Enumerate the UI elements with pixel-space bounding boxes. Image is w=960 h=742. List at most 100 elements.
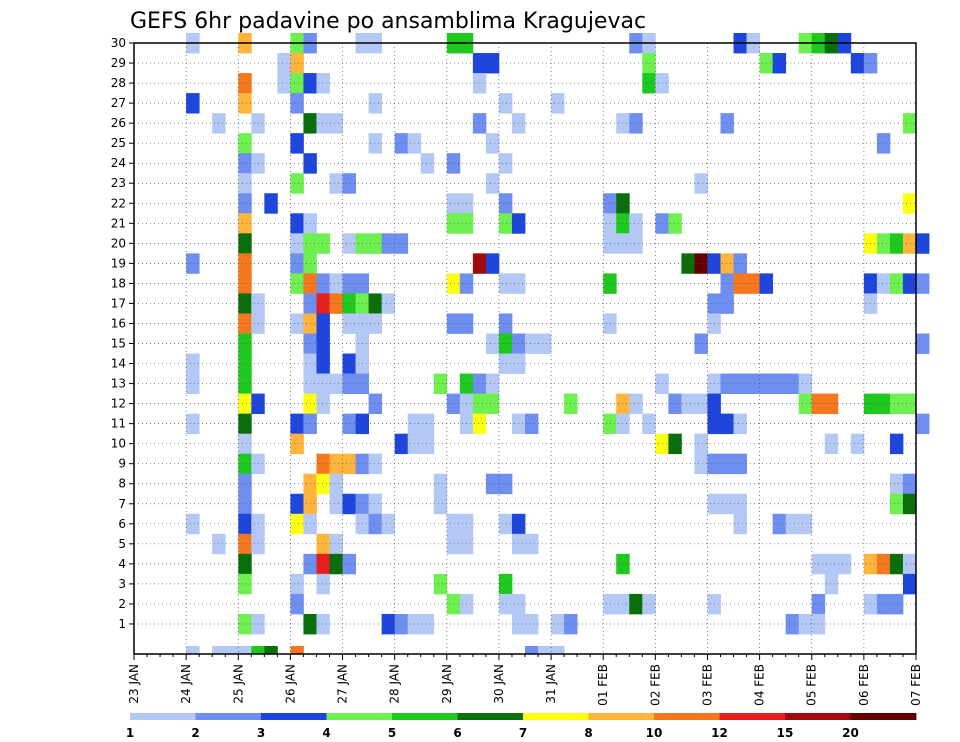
heatmap-cell — [368, 93, 383, 114]
heatmap-cell — [186, 373, 200, 394]
colorbar-label: 8 — [584, 726, 592, 740]
y-tick-label: 26 — [111, 116, 126, 130]
heatmap-cell — [316, 353, 330, 374]
y-tick-label: 6 — [118, 517, 126, 531]
heatmap-cell — [446, 393, 461, 415]
y-tick-label: 27 — [111, 96, 126, 110]
heatmap-cell — [238, 133, 252, 154]
colorbar-label: 3 — [257, 726, 265, 740]
heatmap-cell — [472, 373, 487, 394]
heatmap-cell — [446, 153, 461, 174]
heatmap-cell — [186, 353, 200, 374]
heatmap-cell — [720, 273, 734, 294]
heatmap-cell — [472, 73, 487, 94]
heatmap-cell — [238, 73, 252, 94]
heatmap-cell — [446, 213, 461, 234]
colorbar-swatch — [261, 713, 327, 720]
heatmap-cell — [316, 273, 330, 294]
heatmap-cell — [290, 93, 304, 114]
heatmap-cell — [420, 613, 435, 635]
heatmap-cell — [916, 273, 930, 294]
heatmap-cell — [316, 313, 330, 334]
heatmap-cell — [186, 253, 200, 274]
colorbar-swatch — [588, 713, 655, 720]
heatmap-cell — [876, 233, 891, 254]
heatmap-cell — [876, 133, 891, 154]
y-tick-label: 4 — [118, 557, 126, 571]
x-tick-label: 25 JAN — [231, 664, 245, 704]
heatmap-cell — [603, 413, 617, 435]
heatmap-cell — [889, 493, 904, 515]
heatmap-cell — [446, 533, 461, 555]
y-tick-label: 16 — [111, 316, 126, 330]
heatmap-cell — [329, 113, 343, 134]
heatmap-cell — [420, 433, 435, 455]
heatmap-cell — [368, 293, 383, 314]
heatmap-cell — [694, 453, 708, 475]
colorbar-label: 15 — [777, 726, 794, 740]
heatmap-cell — [902, 113, 917, 134]
colorbar-swatch — [392, 713, 458, 720]
heatmap-cell — [342, 453, 356, 475]
heatmap-cell — [316, 573, 330, 595]
heatmap-cell — [238, 453, 252, 475]
heatmap-cell — [485, 393, 500, 415]
heatmap-cell — [290, 413, 304, 435]
heatmap-cell — [472, 113, 487, 134]
heatmap-cell — [186, 413, 200, 435]
heatmap-cell — [368, 133, 383, 154]
heatmap-cell — [603, 193, 617, 214]
heatmap-cell — [733, 493, 747, 515]
x-tick-label: 06 FEB — [857, 664, 871, 706]
heatmap-cell — [316, 473, 330, 495]
x-tick-label: 23 JAN — [127, 664, 141, 704]
y-tick-label: 25 — [111, 136, 126, 150]
heatmap-cell — [525, 333, 539, 354]
heatmap-cell — [433, 573, 448, 595]
heatmap-cell — [850, 53, 865, 74]
heatmap-cell — [446, 273, 461, 294]
heatmap-cell — [381, 293, 396, 314]
heatmap-cell — [316, 293, 330, 314]
heatmap-cell — [238, 553, 252, 575]
colorbar-swatch — [326, 713, 393, 720]
heatmap-cell — [342, 553, 356, 575]
heatmap-cell — [290, 73, 304, 94]
heatmap-cell — [394, 613, 409, 635]
heatmap-cell — [368, 513, 383, 535]
colorbar-label: 7 — [519, 726, 527, 740]
heatmap-cell — [238, 646, 252, 655]
heatmap-cell — [733, 513, 747, 535]
x-tick-label: 05 FEB — [805, 664, 819, 706]
heatmap-cell — [290, 573, 304, 595]
heatmap-cell — [290, 233, 304, 254]
y-tick-label: 2 — [118, 597, 126, 611]
heatmap-cell — [902, 473, 917, 495]
heatmap-cell — [290, 513, 304, 535]
heatmap-cell — [381, 233, 396, 254]
heatmap-cell — [238, 573, 252, 595]
heatmap-cell — [186, 646, 200, 655]
heatmap-cell — [316, 453, 330, 475]
heatmap-cell — [681, 393, 695, 415]
heatmap-cell — [290, 213, 304, 234]
heatmap-cell — [238, 413, 252, 435]
colorbar-swatch — [850, 713, 917, 720]
heatmap-cell — [498, 513, 513, 535]
heatmap-cell — [498, 473, 513, 495]
heatmap-cell — [264, 646, 278, 655]
y-tick-label: 5 — [118, 537, 126, 551]
x-tick-label: 27 JAN — [336, 664, 350, 704]
heatmap-cell — [498, 573, 513, 595]
heatmap-cell — [733, 253, 747, 274]
colorbar-label: 4 — [322, 726, 330, 740]
heatmap-cell — [290, 433, 304, 455]
heatmap-cell — [329, 273, 343, 294]
y-tick-label: 1 — [118, 617, 126, 631]
heatmap-cell — [394, 233, 409, 254]
x-tick-label: 01 FEB — [596, 664, 610, 706]
y-tick-label: 23 — [111, 176, 126, 190]
heatmap-cell — [290, 593, 304, 615]
heatmap-cell — [902, 233, 917, 254]
heatmap-cell — [238, 233, 252, 254]
